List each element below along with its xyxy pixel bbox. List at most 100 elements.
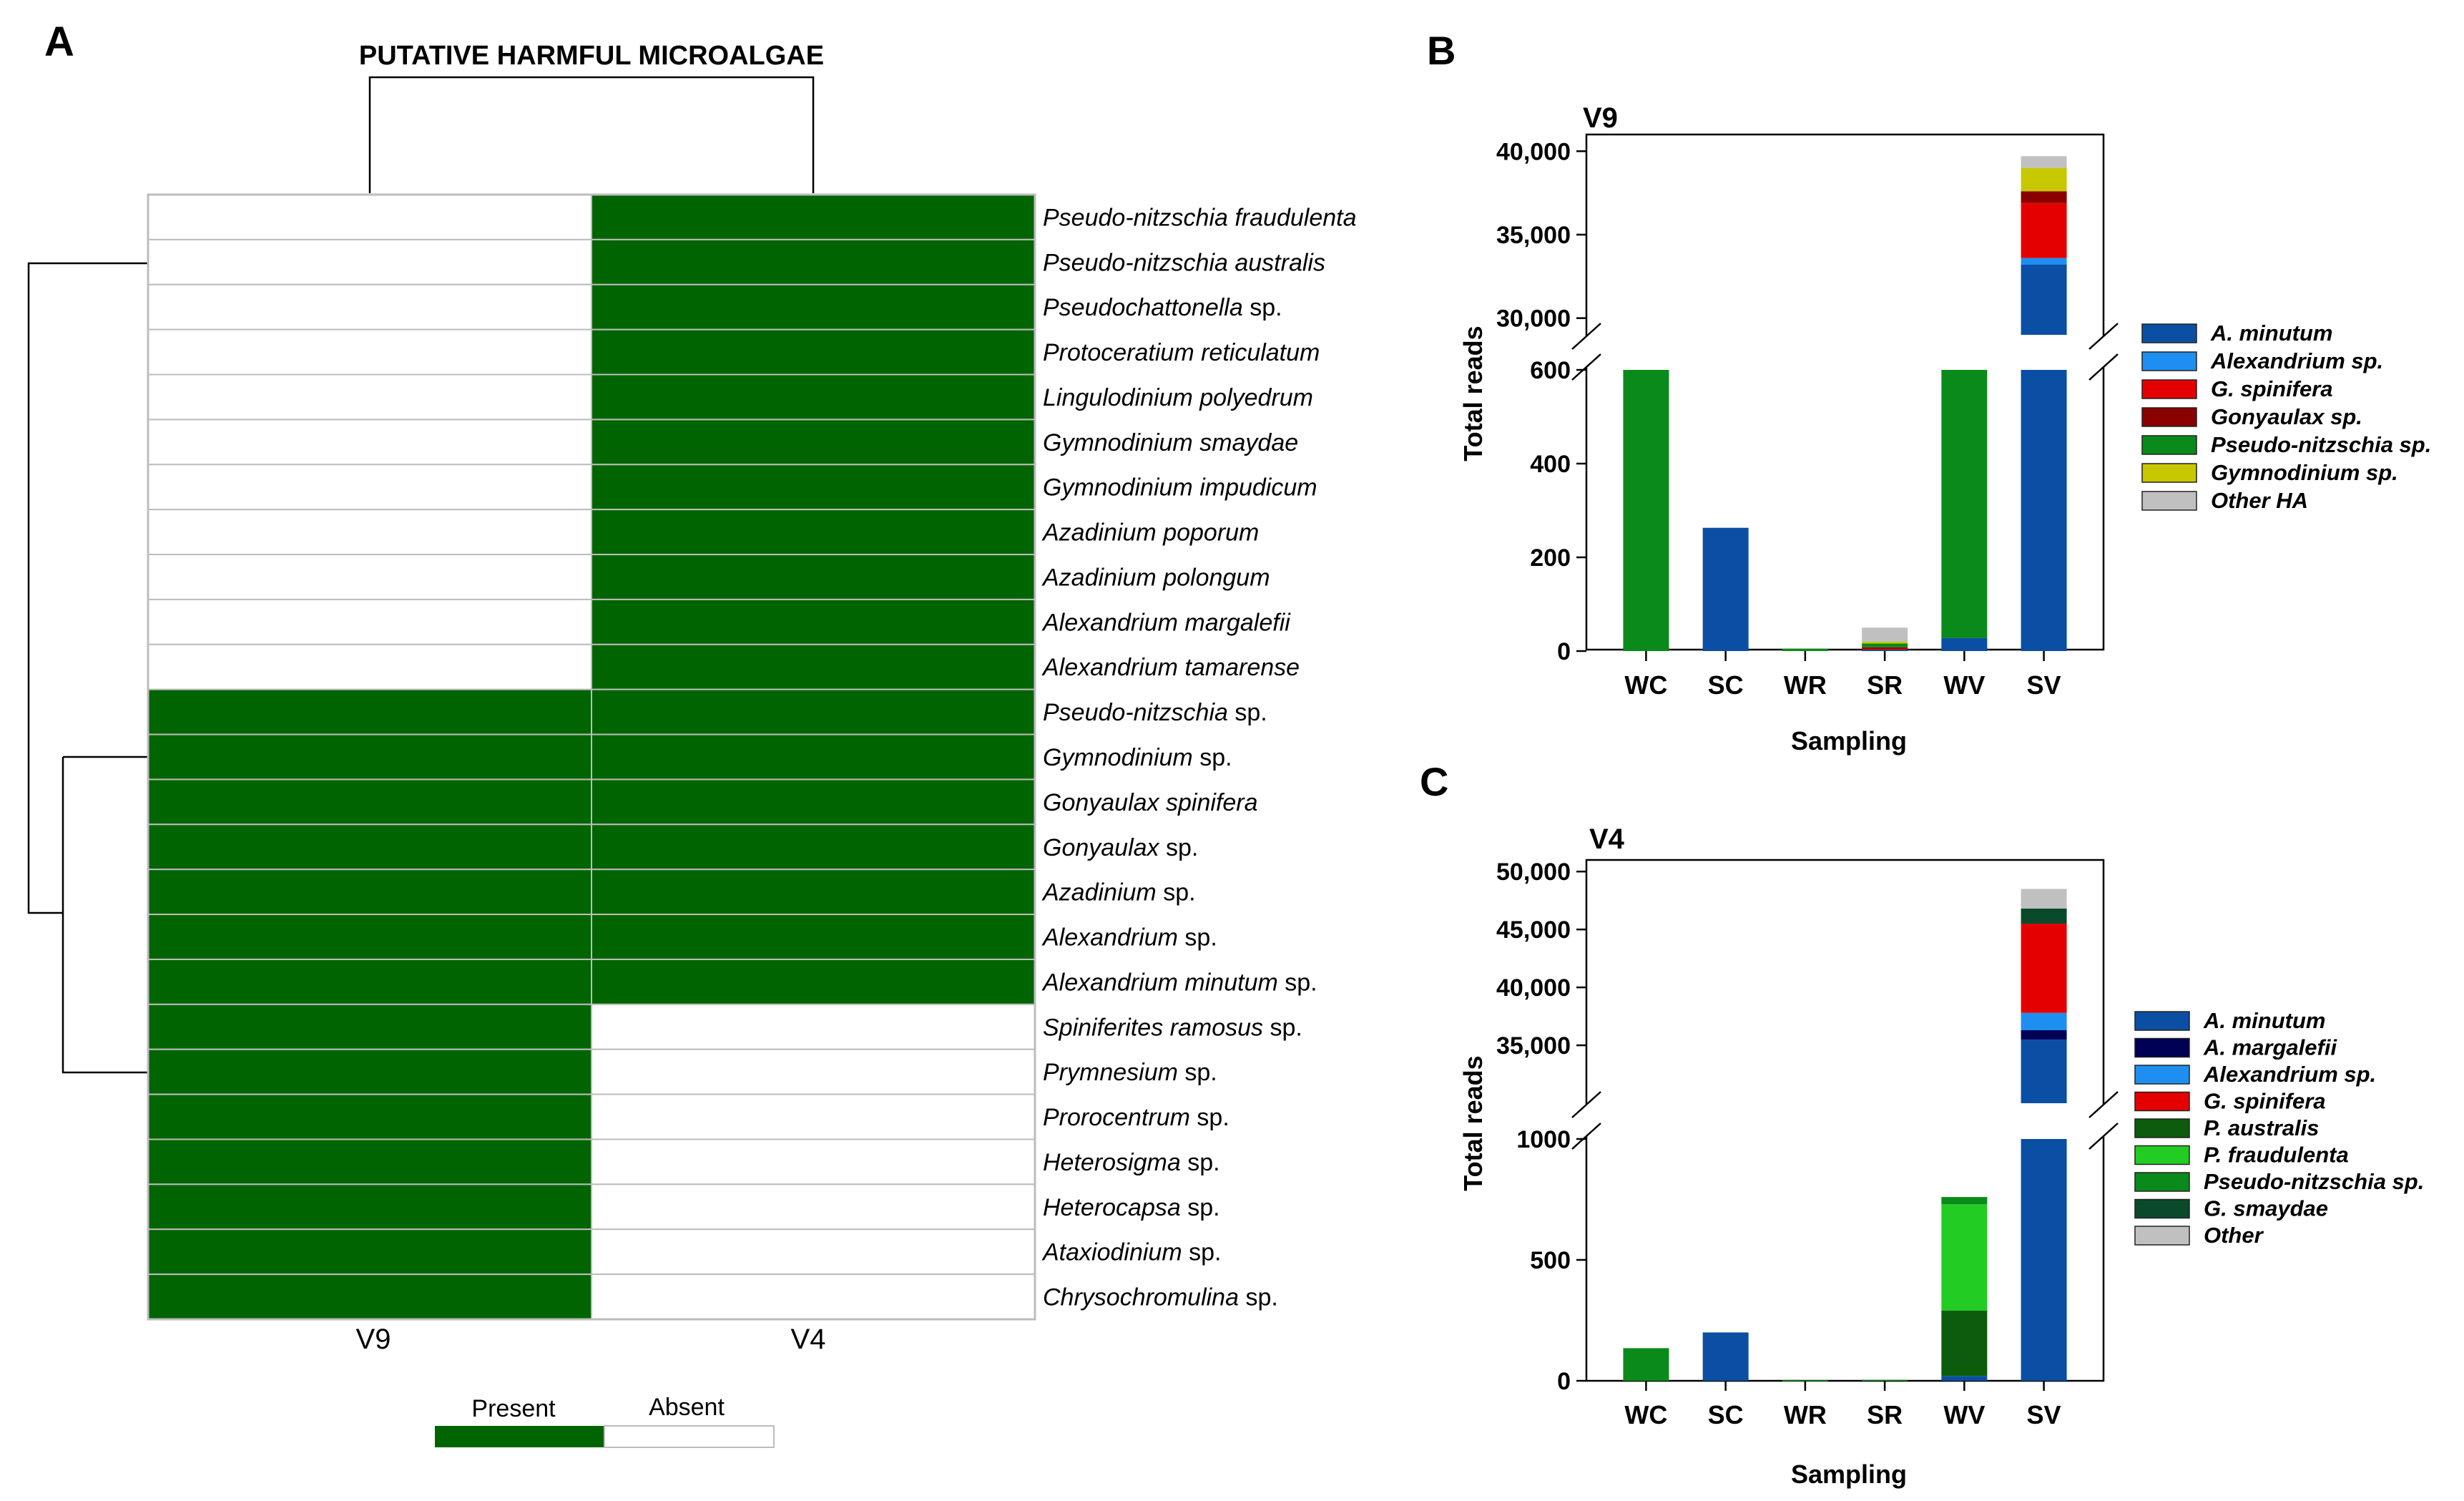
heatmap-cell-v9-gonyaulax	[147, 823, 592, 871]
panel-b-break-gap-left	[1584, 336, 1591, 367]
panel-c-x-tick-sc: SC	[1708, 1400, 1744, 1429]
panel-b-bar-sr-other-ha	[1862, 627, 1908, 642]
panel-c-bars	[1623, 889, 2067, 1382]
panel-c-bar-wv-a-minutum	[1941, 1376, 1988, 1381]
panel-b-legend-label-other-ha: Other HA	[2211, 488, 2308, 513]
heatmap-cell-v4-heterosigma	[591, 1138, 1036, 1185]
panel-b-legend-label-alexandrium-sp: Alexandrium sp.	[2210, 348, 2383, 373]
column-dendrogram	[368, 76, 815, 193]
heatmap-cell-v9-pseudo-nitzschia	[147, 688, 592, 735]
panel-c-break-slash-lower-0	[1571, 1123, 1601, 1150]
panel-c-legend-swatch-p-australis	[2134, 1118, 2190, 1138]
panel-b-bar-sv-alexandrium-sp-upper	[2021, 258, 2067, 265]
row-label-alexandrium: Alexandrium sp.	[1041, 924, 1217, 952]
panel-b-bar-sc-a-minutum	[1702, 527, 1749, 651]
heatmap-cell-v4-protoceratium-reticulatum	[591, 328, 1036, 376]
heatmap-cell-v9-prymnesium	[147, 1048, 592, 1095]
row-label-spiniferites-ramosus: Spiniferites ramosus sp.	[1043, 1014, 1302, 1041]
heatmap-cell-v4-azadinium-poporum	[591, 509, 1036, 556]
heatmap-cell-v9-azadinium	[147, 869, 592, 916]
panel-b-y-tick-400: 400	[1530, 451, 1571, 478]
heatmap-cell-v9-pseudochattonella	[147, 283, 592, 331]
panel-c-legend-swatch-p-fraudulenta	[2134, 1145, 2190, 1165]
heatmap-cell-v9-pseudo-nitzschia-fraudulenta	[147, 194, 592, 240]
row-label-heterosigma: Heterosigma sp.	[1043, 1149, 1220, 1176]
panel-b-bars	[1623, 156, 2067, 651]
panel-b-bar-sv-a-minutum-upper	[2021, 265, 2067, 335]
row-label-gymnodinium: Gymnodinium sp.	[1043, 744, 1232, 771]
panel-c-y-tick-0: 0	[1557, 1368, 1571, 1395]
panel-c-bar-sv-g-smaydae-upper	[2021, 909, 2067, 924]
heatmap-cells	[147, 194, 1036, 1320]
panel-c-x-tick-wc: WC	[1624, 1400, 1667, 1429]
panel-c-bar-sc-a-minutum	[1702, 1332, 1749, 1381]
heatmap-cell-v9-pseudo-nitzschia-australis	[147, 238, 592, 285]
panel-c-bar-sv-a-margalefii-upper	[2021, 1030, 2067, 1040]
panel-b-legend-swatch-a-minutum	[2141, 323, 2197, 343]
panel-b-bar-sv-gonyaulax-sp-upper	[2021, 191, 2067, 203]
legend-absent-swatch	[604, 1425, 775, 1448]
heatmap-cell-v4-pseudo-nitzschia-fraudulenta	[591, 194, 1036, 240]
panel-b-legend-label-gonyaulax-sp: Gonyaulax sp.	[2211, 404, 2362, 429]
panel-b-break-gap-right	[2099, 336, 2106, 367]
panel-b-x-ticks: WC SC WR SR WV SV	[1624, 651, 2061, 700]
panel-b-y-axis-label: Total reads	[1458, 326, 1488, 461]
heatmap-cell-v4-ataxiodinium	[591, 1228, 1036, 1276]
heatmap-cell-v9-gonyaulax-spinifera	[147, 778, 592, 826]
heatmap-cell-v4-alexandrium	[591, 914, 1036, 960]
panel-b-legend-swatch-gymnodinium-sp	[2141, 463, 2197, 483]
panel-c-x-axis-label: Sampling	[1791, 1460, 1907, 1489]
panel-b-title: V9	[1583, 102, 1618, 134]
panel-b-y-tick-600: 600	[1530, 357, 1571, 384]
panel-c-break-slash-upper-0	[1571, 1091, 1601, 1118]
heatmap-cell-v4-pseudo-nitzschia-australis	[591, 238, 1036, 285]
heatmap-cell-v4-pseudochattonella	[591, 283, 1036, 331]
panel-b-legend-label-gymnodinium-sp: Gymnodinium sp.	[2211, 460, 2398, 485]
panel-c-legend-label-alexandrium-sp: Alexandrium sp.	[2203, 1062, 2376, 1087]
panel-b-legend-swatch-gonyaulax-sp	[2141, 407, 2197, 427]
panel-c-y-tick-1000: 1000	[1516, 1126, 1571, 1153]
panel-c-y-axis-label: Total reads	[1458, 1055, 1488, 1190]
row-label-pseudo-nitzschia-fraudulenta: Pseudo-nitzschia fraudulenta	[1043, 204, 1357, 231]
panel-c-legend-swatch-other	[2134, 1226, 2190, 1246]
panel-b-legend-label-g-spinifera: G. spinifera	[2211, 376, 2333, 401]
legend-present-label: Present	[471, 1395, 556, 1422]
panel-c-bar-sr-pseudo-nitzschia-sp	[1862, 1379, 1908, 1382]
panel-c-legend-label-pseudo-nitzschia-sp: Pseudo-nitzschia sp.	[2204, 1169, 2424, 1194]
panel-b-legend-swatch-pseudo-nitzschia-sp	[2141, 435, 2197, 455]
panel-c-legend-label-a-margalefii: A. margalefii	[2203, 1035, 2337, 1060]
panel-b-x-tick-sv: SV	[2027, 670, 2061, 700]
panel-c-bar-sv-g-spinifera-upper	[2021, 924, 2067, 1013]
panel-b-bar-sv-other-ha-upper	[2021, 156, 2067, 168]
panel-c-x-ticks: WC SC WR SR WV SV	[1624, 1381, 2061, 1429]
panel-c-axis-break	[1571, 1091, 2119, 1150]
heatmap-cell-v9-ataxiodinium	[147, 1228, 592, 1276]
column-label-v9: V9	[356, 1324, 391, 1355]
panel-c-legend-label-p-fraudulenta: P. fraudulenta	[2204, 1143, 2349, 1168]
panel-b-y-tick-35-000: 35,000	[1496, 222, 1571, 249]
panel-c-y-tick-500: 500	[1530, 1247, 1571, 1274]
panel-a-title: PUTATIVE HARMFUL MICROALGAE	[359, 41, 824, 71]
panel-c-y-tick-35-000: 35,000	[1496, 1032, 1571, 1060]
panel-b-break-slash-upper-1	[2088, 323, 2119, 350]
row-label-gymnodinium-impudicum: Gymnodinium impudicum	[1043, 474, 1317, 502]
panel-b-axis-break	[1571, 323, 2119, 381]
heatmap-cell-v4-prorocentrum	[591, 1093, 1036, 1140]
panel-c-y-tick-50-000: 50,000	[1496, 859, 1571, 886]
heatmap-cell-v4-gonyaulax-spinifera	[591, 778, 1036, 826]
row-dendrogram	[27, 262, 148, 1074]
heatmap-cell-v9-gymnodinium	[147, 733, 592, 781]
column-label-v4: V4	[791, 1324, 826, 1355]
panel-b-y-ticks: 0 200 400 600 30,000 35,000 40,000	[1496, 138, 1586, 665]
panel-a: A PUTATIVE HARMFUL MICROALGAE Pseudo-nit…	[27, 19, 1357, 1448]
panel-b-bar-sv-a-minutum	[2021, 370, 2067, 651]
panel-c-legend-swatch-g-spinifera	[2134, 1091, 2190, 1112]
row-labels: Pseudo-nitzschia fraudulenta Pseudo-nitzs…	[1041, 204, 1357, 1311]
panel-b-letter: B	[1427, 28, 1456, 73]
panel-c-x-tick-wr: WR	[1784, 1400, 1827, 1429]
row-label-lingulodinium-polyedrum: Lingulodinium polyedrum	[1043, 384, 1313, 411]
panel-c-x-tick-wv: WV	[1943, 1400, 1985, 1429]
panel-b-legend-swatch-other-ha	[2141, 491, 2197, 511]
heatmap-cell-v9-protoceratium-reticulatum	[147, 328, 592, 376]
